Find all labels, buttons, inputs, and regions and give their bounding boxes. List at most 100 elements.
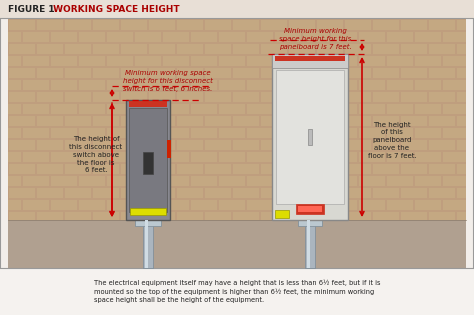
Bar (37, 236, 63, 246)
Bar (373, 116, 399, 126)
Bar (93, 236, 119, 246)
Bar (51, 128, 77, 138)
Bar (429, 140, 455, 150)
Bar (345, 164, 371, 174)
Bar (247, 248, 273, 258)
Bar (401, 260, 427, 268)
Bar (121, 68, 147, 78)
Bar (177, 164, 203, 174)
Bar (8, 200, 21, 210)
Bar (345, 116, 371, 126)
Bar (289, 260, 315, 268)
Bar (308, 129, 312, 145)
Bar (298, 206, 322, 212)
Bar (443, 176, 466, 186)
Bar (23, 56, 49, 66)
Bar (296, 204, 324, 214)
Bar (233, 116, 259, 126)
Bar (177, 260, 203, 268)
Bar (219, 224, 245, 234)
Bar (163, 56, 189, 66)
Bar (261, 116, 287, 126)
Bar (331, 224, 357, 234)
Bar (415, 32, 441, 42)
Bar (457, 260, 466, 268)
Bar (129, 101, 167, 107)
Bar (261, 92, 287, 102)
Bar (359, 152, 385, 162)
Bar (191, 128, 217, 138)
Bar (345, 140, 371, 150)
Bar (457, 188, 466, 198)
Bar (303, 80, 329, 90)
Bar (65, 68, 91, 78)
Bar (289, 20, 315, 30)
Bar (387, 176, 413, 186)
Bar (247, 200, 273, 210)
Bar (79, 176, 105, 186)
Bar (373, 188, 399, 198)
Bar (145, 220, 148, 268)
Bar (415, 224, 441, 234)
Bar (233, 236, 259, 246)
Bar (443, 248, 466, 258)
Bar (247, 104, 273, 114)
Bar (331, 248, 357, 258)
Bar (289, 116, 315, 126)
Bar (107, 32, 133, 42)
Bar (298, 218, 322, 226)
Bar (65, 20, 91, 30)
Bar (177, 20, 203, 30)
Bar (345, 260, 371, 268)
Bar (317, 92, 343, 102)
Bar (457, 140, 466, 150)
Text: WORKING SPACE HEIGHT: WORKING SPACE HEIGHT (50, 4, 180, 14)
Bar (8, 56, 21, 66)
Bar (23, 128, 49, 138)
Bar (429, 44, 455, 54)
Bar (8, 176, 21, 186)
Bar (135, 218, 161, 226)
Bar (135, 152, 161, 162)
Bar (247, 80, 273, 90)
Bar (331, 152, 357, 162)
Bar (331, 128, 357, 138)
Bar (303, 248, 329, 258)
Bar (261, 164, 287, 174)
Bar (51, 104, 77, 114)
Bar (23, 176, 49, 186)
Bar (8, 220, 466, 268)
Bar (163, 176, 189, 186)
Bar (233, 68, 259, 78)
Bar (191, 224, 217, 234)
Bar (219, 32, 245, 42)
Bar (135, 176, 161, 186)
Bar (9, 260, 35, 268)
Bar (303, 224, 329, 234)
Bar (415, 80, 441, 90)
Bar (65, 212, 91, 222)
Bar (317, 236, 343, 246)
Bar (79, 80, 105, 90)
Bar (51, 224, 77, 234)
Bar (9, 212, 35, 222)
Bar (135, 80, 161, 90)
Bar (51, 56, 77, 66)
Bar (23, 32, 49, 42)
Bar (261, 140, 287, 150)
Bar (233, 188, 259, 198)
Bar (457, 212, 466, 222)
Bar (8, 128, 21, 138)
Bar (373, 44, 399, 54)
Bar (331, 104, 357, 114)
Bar (191, 176, 217, 186)
Bar (359, 32, 385, 42)
Bar (359, 80, 385, 90)
Bar (205, 260, 231, 268)
Bar (387, 32, 413, 42)
Bar (191, 248, 217, 258)
Bar (167, 140, 171, 158)
Bar (429, 188, 455, 198)
Text: Minimum working space
height for this disconnect
switch is 6 feet, 6 inches.: Minimum working space height for this di… (123, 70, 213, 92)
Bar (8, 32, 21, 42)
